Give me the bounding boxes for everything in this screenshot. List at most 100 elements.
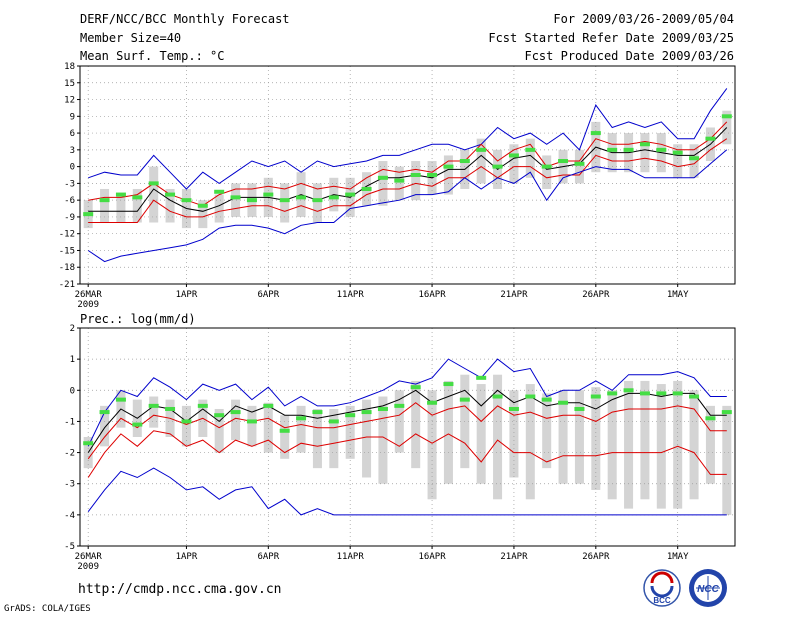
temp-observed-point	[410, 173, 421, 177]
prec-observed-point	[443, 382, 454, 387]
temp-spread-box	[149, 166, 159, 223]
temp-observed-point	[427, 173, 438, 177]
temp-observed-point	[115, 192, 126, 197]
temp-spread-box	[689, 144, 699, 178]
temp-observed-point	[230, 195, 241, 200]
prec-spread-box	[329, 408, 339, 469]
prec-series-max	[87, 358, 727, 447]
prec-spread-box	[493, 374, 503, 500]
prec-observed-point	[377, 406, 388, 411]
prec-observed-point	[558, 400, 569, 405]
source-url[interactable]: http://cmdp.ncc.cma.gov.cn	[78, 582, 282, 597]
prec-observed-point	[541, 397, 552, 402]
temp-spread-box	[673, 144, 683, 178]
temp-series-upper	[88, 121, 728, 207]
prec-observed-point	[656, 391, 667, 396]
temp-spread-box	[280, 183, 290, 223]
temp-ytick-label: -6	[64, 196, 75, 206]
prec-spread-box	[100, 405, 110, 447]
temp-observed-point	[296, 195, 307, 200]
bcc-logo-text: BCC	[653, 596, 671, 605]
temp-observed-point	[263, 192, 274, 197]
temp-observed-point	[345, 192, 356, 197]
prec-observed-point	[607, 391, 618, 396]
temp-series-max	[88, 88, 728, 190]
temp-ytick-label: -18	[59, 263, 75, 273]
prec-observed-point	[623, 388, 634, 393]
prec-observed-point	[361, 410, 372, 415]
prec-spread-box	[591, 387, 601, 490]
prec-spread-box	[411, 380, 421, 469]
temp-observed-point	[394, 178, 405, 183]
prec-ytick-label: 0	[70, 386, 75, 396]
temp-ytick-label: 3	[70, 146, 75, 156]
prec-spread-box	[722, 405, 732, 515]
temp-ytick-label: -21	[59, 280, 75, 290]
temp-spread-box	[378, 161, 388, 206]
prec-spread-box	[149, 396, 159, 428]
temp-observed-point	[459, 159, 470, 164]
prec-observed-point	[721, 410, 732, 415]
prec-year-label: 2009	[77, 562, 99, 572]
temp-observed-point	[590, 131, 601, 136]
temp-observed-point	[656, 147, 667, 152]
temp-observed-point	[508, 153, 519, 158]
temp-observed-point	[574, 161, 585, 166]
temp-series-min	[87, 149, 728, 263]
prec-spread-box	[574, 390, 584, 484]
temp-observed-point	[623, 147, 634, 152]
temp-year-label: 2009	[77, 300, 99, 310]
temp-observed-point	[328, 195, 339, 200]
temp-ytick-label: 0	[70, 163, 75, 173]
prec-spread-box	[607, 390, 617, 500]
temp-observed-point	[214, 189, 225, 194]
prec-series-lower	[87, 430, 727, 478]
prec-spread-box	[443, 380, 453, 484]
precip-panel-title: Prec.: log(mm/d)	[80, 312, 196, 326]
temp-observed-point	[279, 198, 290, 203]
prec-ytick-label: -1	[64, 417, 75, 427]
prec-observed-point	[246, 419, 257, 424]
temp-ytick-label: -3	[64, 179, 75, 189]
prec-observed-point	[230, 410, 241, 415]
temp-series-mean	[88, 127, 728, 212]
prec-frame	[79, 327, 736, 547]
temp-observed-point	[99, 198, 110, 203]
temp-spread-box	[640, 133, 650, 173]
prec-spread-box	[312, 408, 322, 469]
prec-series-upper	[87, 389, 727, 453]
temp-spread-box	[476, 138, 486, 184]
prec-observed-point	[345, 413, 356, 418]
prec-observed-point	[672, 391, 683, 396]
temp-observed-point	[672, 150, 683, 155]
prec-observed-point	[148, 403, 159, 408]
prec-observed-point	[574, 406, 585, 411]
prec-xtick-label: 16APR	[419, 552, 447, 562]
prec-observed-point	[492, 394, 503, 399]
temp-spread-box	[100, 188, 110, 223]
forecast-period: For 2009/03/26-2009/05/04	[553, 12, 734, 26]
temp-observed-point	[541, 164, 552, 169]
prec-xtick-label: 6APR	[257, 552, 279, 562]
prec-observed-point	[328, 419, 339, 424]
prec-spread-box	[280, 415, 290, 459]
prec-ytick-label: -2	[64, 449, 75, 459]
prec-ytick-label: -4	[64, 511, 75, 521]
ncc-logo-text: NCC	[697, 584, 719, 595]
prec-observed-point	[181, 419, 192, 424]
prec-observed-point	[115, 397, 126, 402]
prec-xtick-label: 26APR	[582, 552, 610, 562]
prec-observed-point	[132, 422, 143, 427]
prec-ytick-label: -5	[64, 542, 75, 552]
prec-observed-point	[296, 416, 307, 421]
prec-observed-point	[427, 400, 438, 405]
produced-date: Fcst Produced Date 2009/03/26	[524, 49, 734, 63]
bcc-logo: BCC	[643, 569, 681, 607]
prec-observed-point	[279, 428, 290, 433]
temp-series-lower	[88, 138, 728, 223]
temp-observed-point	[312, 198, 323, 203]
prec-observed-point	[639, 391, 650, 396]
member-size: Member Size=40	[80, 31, 182, 45]
temp-observed-point	[361, 186, 372, 191]
prec-xtick-label: 1APR	[176, 552, 198, 562]
